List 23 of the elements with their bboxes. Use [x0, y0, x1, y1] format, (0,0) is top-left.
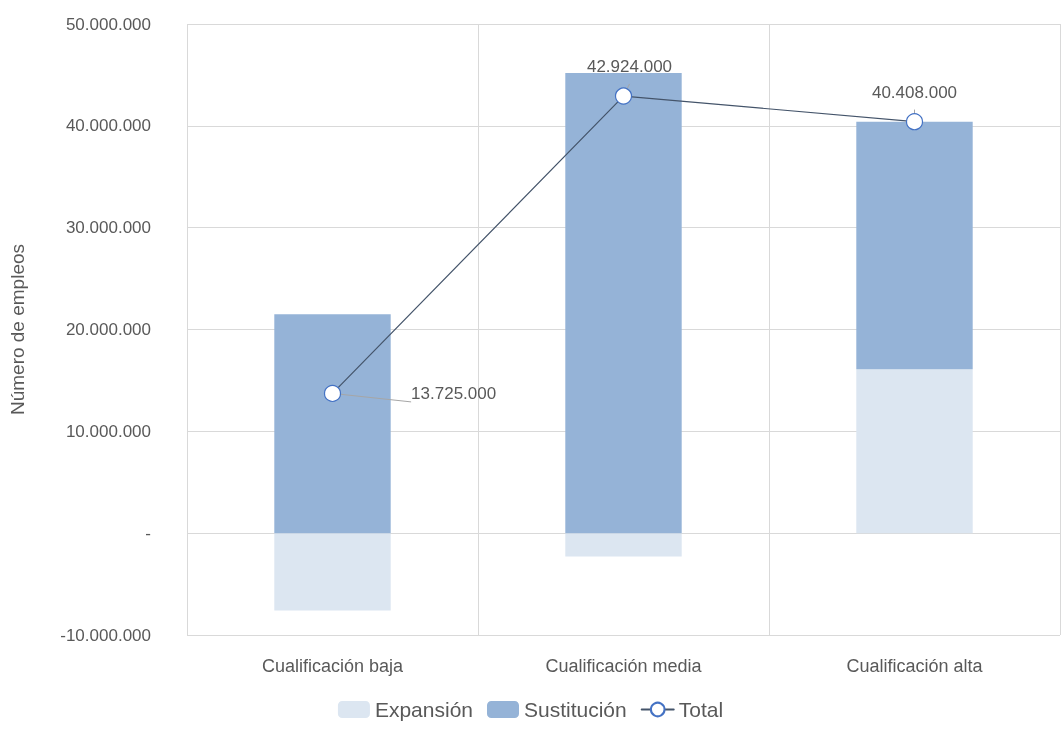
x-tick-label: Cualificación alta	[846, 656, 984, 676]
data-label: 42.924.000	[586, 57, 673, 77]
bar	[274, 533, 391, 611]
data-label: 40.408.000	[871, 83, 958, 103]
legend-label: Sustitución	[523, 698, 627, 721]
y-axis-title: Número de empleos	[7, 243, 28, 416]
legend-label: Expansión	[374, 698, 473, 721]
y-tick-label: 40.000.000	[65, 116, 151, 136]
y-tick-label: -10.000.000	[60, 625, 151, 645]
bar	[565, 72, 682, 534]
y-tick-label: 10.000.000	[65, 421, 151, 441]
y-tick-label: 50.000.000	[65, 14, 151, 34]
legend-label: Total	[678, 698, 724, 721]
data-label: 13.725.000	[411, 383, 497, 403]
bar	[565, 533, 682, 557]
x-tick-label: Cualificación media	[545, 656, 703, 676]
x-tick-label: Cualificación baja	[261, 656, 405, 676]
bar	[856, 369, 973, 534]
y-tick-label: 30.000.000	[65, 218, 151, 238]
bar	[274, 314, 391, 534]
y-tick-label: -	[145, 523, 151, 543]
y-tick-label: 20.000.000	[65, 320, 151, 339]
bar	[856, 121, 973, 370]
